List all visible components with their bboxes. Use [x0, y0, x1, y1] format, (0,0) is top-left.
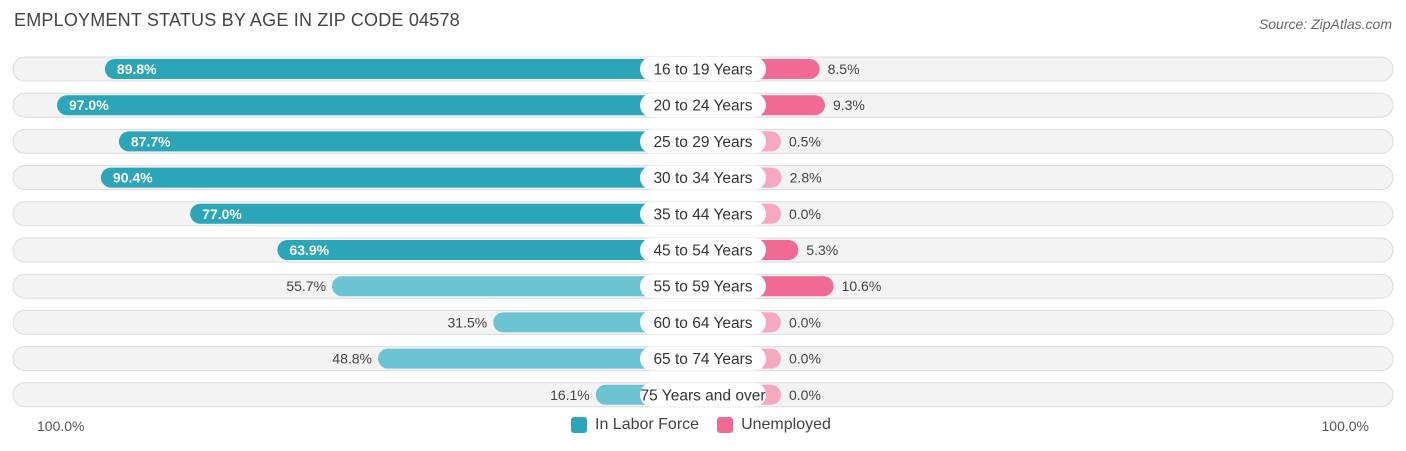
axis-left-label: 100.0% [37, 418, 85, 434]
labor-value-label: 48.8% [332, 351, 372, 367]
category-label: 16 to 19 Years [653, 62, 752, 79]
unemployed-value-label: 0.0% [789, 351, 821, 367]
unemployed-value-label: 2.8% [790, 170, 822, 186]
chart-title: EMPLOYMENT STATUS BY AGE IN ZIP CODE 045… [14, 10, 460, 30]
category-pill [640, 165, 766, 190]
labor-bar [104, 59, 703, 79]
unemployed-value-label: 0.5% [789, 133, 821, 149]
legend-label-unemployed: Unemployed [741, 416, 831, 433]
legend-label-labor: In Labor Force [595, 416, 700, 433]
category-label: 55 to 59 Years [653, 279, 752, 296]
labor-bar [118, 131, 704, 152]
labor-value-label: 77.0% [202, 206, 242, 222]
unemployed-value-label: 5.3% [806, 242, 838, 258]
legend-swatch-unemployed [717, 417, 734, 433]
category-label: 30 to 34 Years [653, 170, 752, 187]
category-pill [640, 382, 766, 407]
labor-value-label: 55.7% [286, 278, 326, 294]
category-pill [640, 274, 766, 299]
labor-value-label: 63.9% [289, 242, 329, 258]
category-pill [640, 93, 766, 118]
category-label: 20 to 24 Years [653, 98, 752, 115]
category-label: 35 to 44 Years [653, 206, 752, 223]
labor-bar [100, 167, 704, 188]
unemployed-value-label: 0.0% [789, 387, 821, 403]
labor-bar [377, 348, 703, 369]
unemployed-value-label: 9.3% [833, 97, 865, 113]
category-label: 45 to 54 Years [653, 243, 752, 260]
legend-item-labor: In Labor Force [571, 416, 699, 434]
unemployed-value-label: 0.0% [789, 314, 821, 330]
labor-value-label: 31.5% [448, 314, 488, 330]
labor-bar [190, 203, 703, 224]
labor-value-label: 89.8% [117, 61, 157, 77]
labor-bar [56, 95, 704, 116]
labor-value-label: 16.1% [550, 387, 590, 403]
legend-item-unemployed: Unemployed [717, 416, 831, 434]
category-pill [640, 310, 766, 335]
labor-bar [277, 240, 703, 260]
category-pill [640, 201, 766, 226]
unemployed-value-label: 8.5% [828, 61, 860, 77]
labor-bar [332, 276, 703, 297]
category-label: 60 to 64 Years [653, 315, 752, 332]
labor-value-label: 97.0% [69, 97, 109, 113]
labor-value-label: 90.4% [113, 170, 153, 186]
category-label: 75 Years and over [641, 387, 766, 404]
category-label: 65 to 74 Years [653, 351, 752, 368]
unemployed-value-label: 0.0% [789, 206, 821, 222]
category-label: 25 to 29 Years [653, 134, 752, 151]
category-pill [640, 238, 766, 262]
labor-value-label: 87.7% [131, 133, 171, 149]
unemployed-value-label: 10.6% [842, 278, 882, 294]
category-pill [640, 346, 766, 371]
source-label: Source: ZipAtlas.com [1258, 16, 1392, 32]
legend-swatch-labor [571, 417, 587, 433]
category-pill [640, 57, 766, 81]
axis-right-label: 100.0% [1321, 418, 1369, 434]
legend: In Labor Force Unemployed [571, 416, 849, 434]
category-pill [640, 129, 766, 154]
